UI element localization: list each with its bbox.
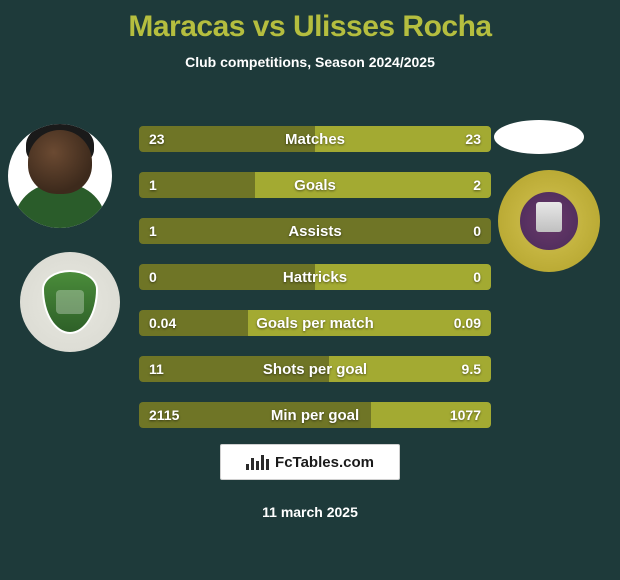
- stat-label: Assists: [139, 218, 491, 244]
- player1-avatar: [8, 124, 112, 228]
- stats-container: Matches2323Goals12Assists10Hattricks00Go…: [139, 126, 491, 448]
- stat-value-left: 1: [139, 172, 167, 198]
- stat-row: Hattricks0 0: [139, 264, 491, 290]
- comparison-subtitle: Club competitions, Season 2024/2025: [0, 54, 620, 70]
- stat-label: Goals per match: [139, 310, 491, 336]
- stat-value-right: 1077: [440, 402, 491, 428]
- stat-value-right: 2: [463, 172, 491, 198]
- chart-icon: [246, 455, 269, 470]
- comparison-title: Maracas vs Ulisses Rocha: [0, 0, 620, 44]
- stat-value-right: 9.5: [452, 356, 491, 382]
- stat-row: Matches23 23: [139, 126, 491, 152]
- player2-club-badge: [498, 170, 600, 272]
- stat-row: Goals per match0.04 0.09: [139, 310, 491, 336]
- stat-label: Matches: [139, 126, 491, 152]
- stat-row: Assists1 0: [139, 218, 491, 244]
- stat-row: Shots per goal11 9.5: [139, 356, 491, 382]
- stat-value-right: 0.09: [444, 310, 491, 336]
- stat-value-right: 0: [463, 264, 491, 290]
- stat-value-right: 23: [455, 126, 491, 152]
- stat-row: Goals1 2: [139, 172, 491, 198]
- stat-value-left: 23: [139, 126, 175, 152]
- stat-value-left: 1: [139, 218, 167, 244]
- stat-label: Shots per goal: [139, 356, 491, 382]
- stat-value-left: 11: [139, 356, 174, 382]
- player2-avatar: [494, 120, 584, 154]
- stat-value-right: 0: [463, 218, 491, 244]
- stat-value-left: 0: [139, 264, 167, 290]
- brand-logo: FcTables.com: [220, 444, 400, 480]
- stat-label: Goals: [139, 172, 491, 198]
- player1-club-badge: [20, 252, 120, 352]
- stat-row: Min per goal2115 1077: [139, 402, 491, 428]
- footer-date: 11 march 2025: [0, 504, 620, 520]
- stat-label: Min per goal: [139, 402, 491, 428]
- stat-value-left: 2115: [139, 402, 189, 428]
- brand-text: FcTables.com: [275, 454, 374, 471]
- stat-label: Hattricks: [139, 264, 491, 290]
- stat-value-left: 0.04: [139, 310, 186, 336]
